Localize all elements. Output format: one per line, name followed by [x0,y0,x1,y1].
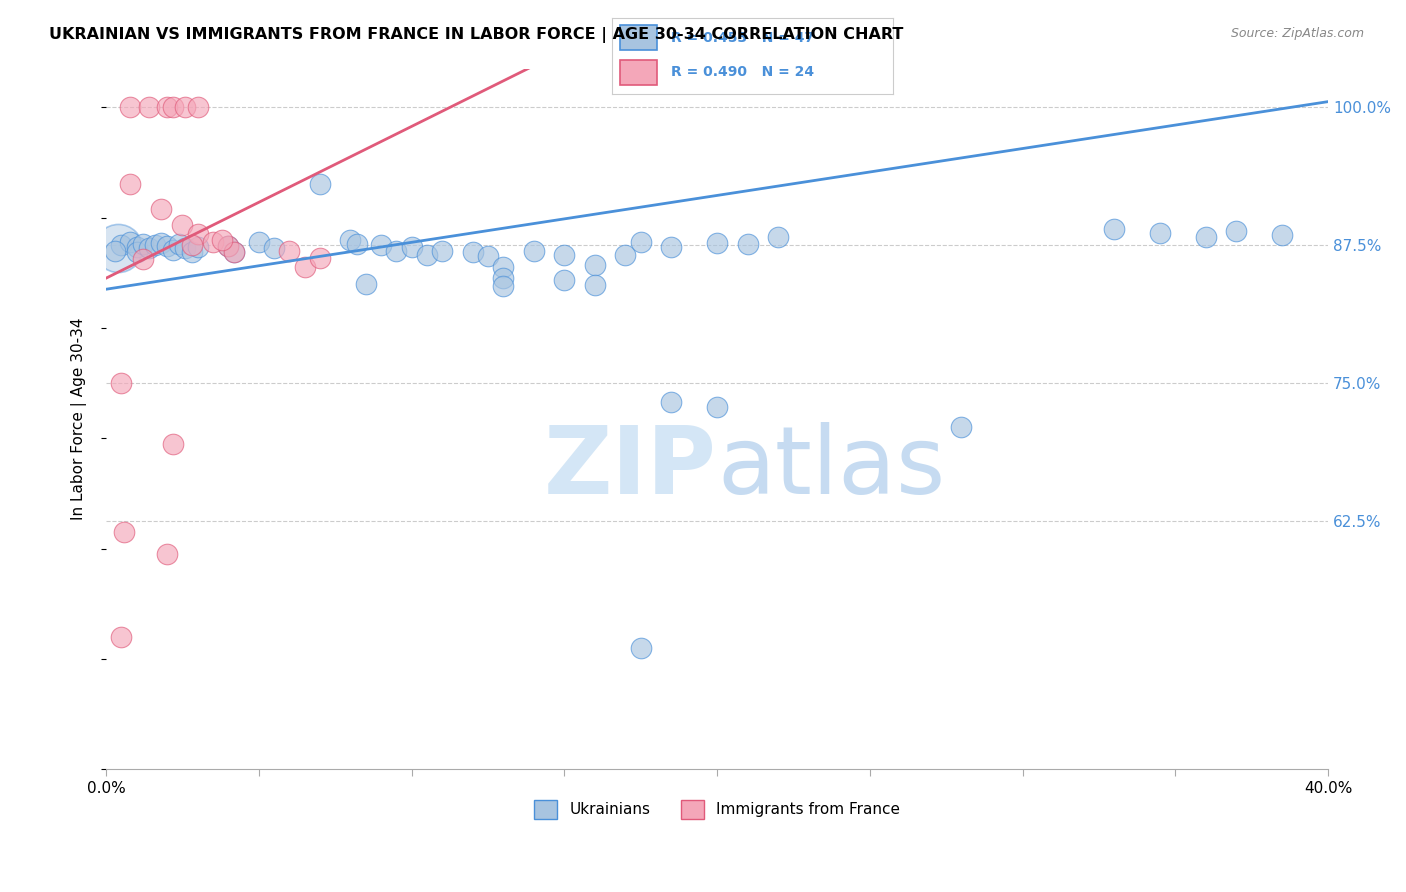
Point [737,237,759,252]
Point [1271,228,1294,243]
Point [492,279,515,293]
Point [630,235,652,249]
Point [143,238,166,252]
Point [174,100,197,114]
Point [492,260,515,275]
Y-axis label: In Labor Force | Age 30-34: In Labor Force | Age 30-34 [72,318,87,520]
Point [430,244,453,258]
Point [583,258,606,272]
Point [187,100,209,114]
Point [110,376,132,390]
Text: R = 0.490   N = 24: R = 0.490 N = 24 [671,65,814,79]
Point [156,547,179,561]
Text: UKRAINIAN VS IMMIGRANTS FROM FRANCE IN LABOR FORCE | AGE 30-34 CORRELATION CHART: UKRAINIAN VS IMMIGRANTS FROM FRANCE IN L… [49,27,904,43]
Point [131,237,153,252]
Point [180,244,202,259]
Point [401,240,423,254]
Point [110,238,132,252]
Point [1104,221,1126,235]
Point [346,237,368,252]
Point [187,240,209,254]
Point [125,244,148,259]
Point [149,235,172,250]
Point [354,277,377,291]
Point [461,244,484,259]
Point [120,178,142,192]
Point [309,178,332,192]
Point [614,248,637,262]
Point [659,240,682,254]
Point [339,233,361,247]
Text: ZIP: ZIP [544,422,717,514]
Point [224,244,246,259]
Point [583,277,606,292]
Point [172,219,194,233]
Point [553,273,575,287]
Point [278,244,301,258]
Point [107,241,129,255]
Point [156,100,179,114]
Point [523,244,546,258]
Point [125,240,148,254]
Text: R = 0.453   N = 47: R = 0.453 N = 47 [671,31,814,45]
Point [309,252,332,266]
Text: atlas: atlas [717,422,945,514]
Point [211,233,233,247]
Legend: Ukrainians, Immigrants from France: Ukrainians, Immigrants from France [529,794,905,825]
Point [1149,226,1171,240]
Point [120,100,142,114]
Point [174,241,197,255]
FancyBboxPatch shape [620,26,657,51]
Point [217,239,239,253]
Point [138,100,160,114]
Point [294,260,316,275]
Point [156,239,179,253]
Point [224,244,246,259]
Point [706,235,728,250]
Point [247,235,270,249]
Point [162,243,184,257]
Point [492,271,515,285]
FancyBboxPatch shape [620,60,657,85]
Point [416,248,439,262]
Point [110,630,132,644]
Point [149,202,172,216]
Point [1225,224,1247,238]
Point [706,401,728,415]
Point [1195,230,1218,244]
Point [201,235,224,249]
Point [104,244,127,258]
Point [385,244,408,258]
Point [112,524,135,539]
Point [180,238,202,252]
Point [766,230,789,244]
Point [187,227,209,241]
Point [162,100,184,114]
Point [263,241,285,255]
Point [169,237,191,252]
Point [630,640,652,655]
Point [120,235,142,249]
Point [477,249,499,263]
Point [217,239,239,253]
Point [659,394,682,409]
Point [162,436,184,450]
Text: Source: ZipAtlas.com: Source: ZipAtlas.com [1230,27,1364,40]
Point [553,248,575,262]
Point [131,252,153,267]
Point [370,238,392,252]
Point [950,420,973,434]
Point [138,241,160,255]
